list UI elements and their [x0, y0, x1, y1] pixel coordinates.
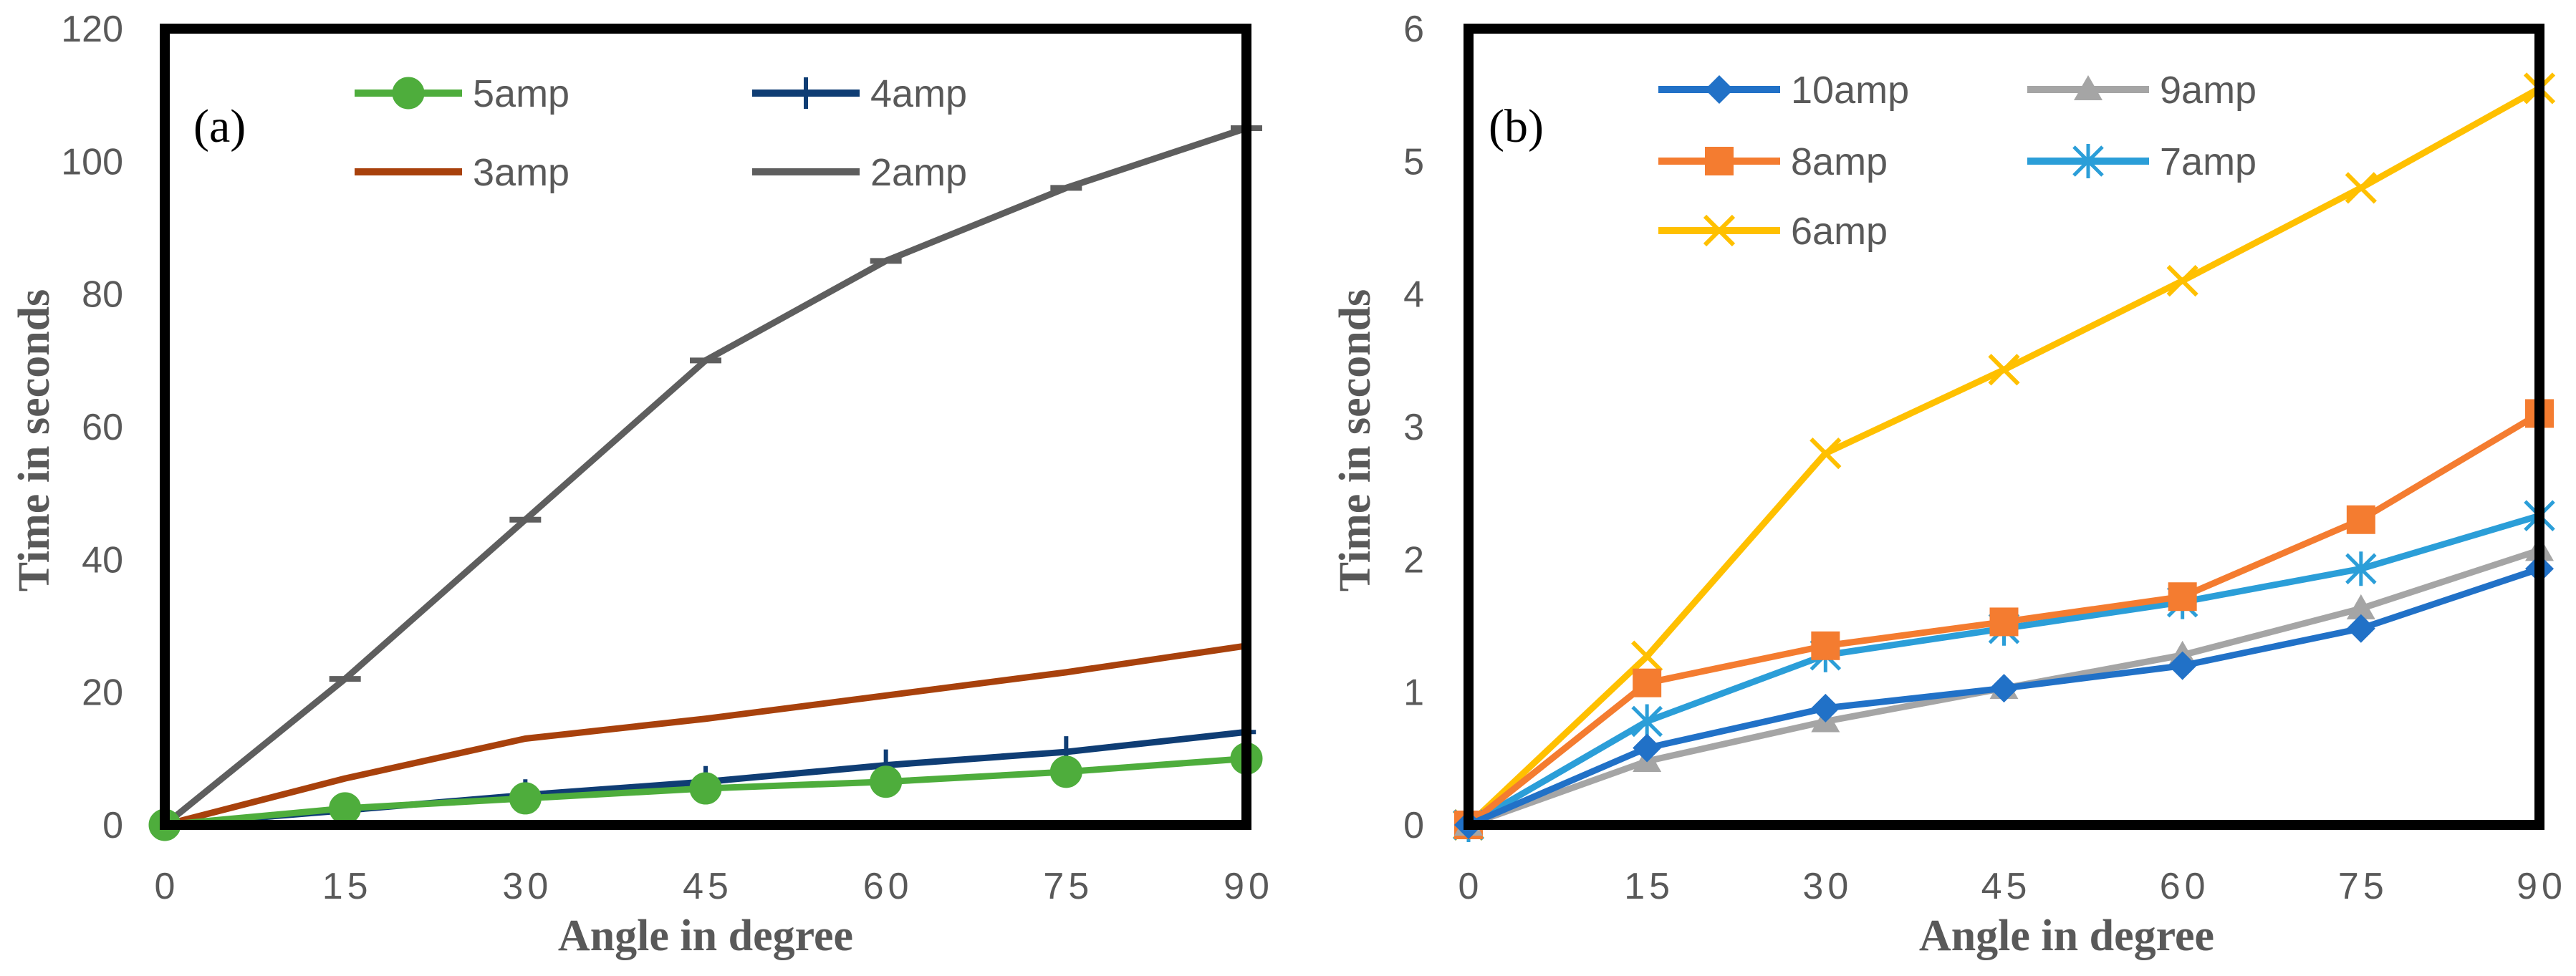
y-tick-label-a: 0 — [102, 805, 123, 846]
plot-frame-b — [1464, 24, 2544, 830]
y-tick-label-b: 6 — [1403, 9, 1424, 50]
data-point-10amp — [2168, 651, 2197, 680]
data-point-8amp — [2168, 582, 2197, 612]
data-point-6amp — [1988, 354, 2020, 386]
y-tick-label-b: 2 — [1403, 539, 1424, 581]
series-3amp — [163, 642, 1247, 828]
x-tick-label-b: 45 — [1981, 866, 2032, 907]
legend-entry-10amp: 10amp — [1658, 69, 1909, 112]
x-tick-labels-b: 0 15 30 45 60 75 90 — [1458, 866, 2567, 907]
x-tick-label-a: 15 — [322, 866, 373, 907]
y-tick-label-a: 120 — [61, 9, 123, 50]
y-tick-label-a: 60 — [82, 407, 123, 448]
data-point-5amp — [329, 792, 362, 825]
legend-entry-6amp: 6amp — [1658, 210, 1888, 253]
data-point-8amp — [1811, 631, 1840, 660]
y-axis-title-b: Time in seconds — [1331, 289, 1380, 592]
data-point-10amp — [1989, 674, 2019, 703]
y-tick-label-b: 5 — [1403, 141, 1424, 183]
x-tick-label-a: 60 — [863, 866, 913, 907]
x-tick-label-a: 30 — [502, 866, 552, 907]
series-10amp — [1454, 554, 2554, 839]
series-layer-b — [1452, 72, 2556, 842]
plot-frame-a — [160, 24, 1251, 830]
legend-label-7amp: 7amp — [2160, 140, 2257, 183]
legend-entry-8amp: 8amp — [1658, 140, 1888, 183]
data-point-6amp — [2345, 172, 2377, 204]
data-point-5amp — [1049, 755, 1082, 788]
y-tick-label-a: 40 — [82, 539, 123, 581]
data-point-5amp — [689, 772, 722, 805]
legend-entry-2amp: 2amp — [752, 151, 967, 194]
x-tick-label-b: 15 — [1624, 866, 1674, 907]
data-point-5amp — [870, 765, 903, 798]
data-point-10amp — [1633, 733, 1662, 763]
x-axis-title-a: Angle in degree — [558, 912, 853, 960]
legend-entry-3amp: 3amp — [355, 151, 569, 194]
y-axis-title-a: Time in seconds — [10, 289, 59, 592]
panel-label-a: (a) — [193, 100, 246, 153]
series-8amp — [1454, 399, 2554, 839]
legend-marker-4amp — [796, 77, 816, 109]
x-tick-labels-a: 0 15 30 45 60 75 90 — [155, 866, 1274, 907]
legend-entry-9amp: 9amp — [2027, 69, 2257, 112]
data-point-8amp — [2346, 505, 2375, 534]
chart-panel-a: Time in seconds Angle in degree 0 15 30 45 6… — [10, 9, 1274, 960]
legend-marker-8amp — [1705, 147, 1734, 175]
series-line-3amp — [163, 642, 1247, 828]
data-point-10amp — [1811, 693, 1840, 723]
data-point-8amp — [1633, 668, 1662, 697]
legend-marker-10amp — [1705, 75, 1734, 104]
legend-marker-5amp — [392, 77, 425, 110]
legend-label-9amp: 9amp — [2160, 69, 2257, 112]
x-tick-label-a: 75 — [1043, 866, 1093, 907]
legend-label-8amp: 8amp — [1791, 140, 1888, 183]
legend-entry-4amp: 4amp — [752, 72, 967, 115]
series-5amp — [148, 742, 1263, 841]
data-point-6amp — [2166, 265, 2198, 297]
legend-label-5amp: 5amp — [473, 72, 569, 115]
legend-label-6amp: 6amp — [1791, 210, 1888, 253]
data-point-10amp — [2346, 614, 2375, 643]
legend-label-10amp: 10amp — [1791, 69, 1909, 112]
data-point-9amp — [2346, 594, 2375, 619]
data-point-7amp — [1631, 704, 1663, 739]
y-tick-label-b: 0 — [1403, 805, 1424, 846]
y-tick-label-a: 100 — [61, 141, 123, 183]
legend-label-4amp: 4amp — [870, 72, 967, 115]
x-tick-label-b: 75 — [2338, 866, 2388, 907]
data-point-6amp — [1810, 437, 1842, 470]
x-tick-label-a: 90 — [1224, 866, 1274, 907]
x-tick-label-b: 60 — [2160, 866, 2210, 907]
panel-label-b: (b) — [1489, 100, 1544, 153]
chart-panel-b: Time in seconds Angle in degree 0 15 30 45 6… — [1331, 9, 2567, 960]
x-tick-label-a: 45 — [683, 866, 733, 907]
legend-entry-5amp: 5amp — [355, 72, 569, 115]
y-tick-label-a: 80 — [82, 274, 123, 316]
y-tick-label-b: 1 — [1403, 672, 1424, 714]
legend-entry-7amp: 7amp — [2027, 140, 2257, 183]
data-point-7amp — [2345, 551, 2377, 586]
x-axis-title-b: Angle in degree — [1919, 912, 2214, 960]
y-tick-label-b: 3 — [1403, 407, 1424, 448]
data-point-6amp — [1631, 640, 1663, 672]
y-tick-labels-a: 0 20 40 60 80 100 120 — [61, 9, 123, 846]
legend-b: 10amp 9amp 8amp 7amp 6amp — [1658, 69, 2257, 253]
x-tick-label-b: 90 — [2517, 866, 2567, 907]
y-tick-label-a: 20 — [82, 672, 123, 714]
data-point-8amp — [1989, 607, 2019, 637]
y-tick-labels-b: 0 1 2 3 4 5 6 — [1403, 9, 1424, 846]
x-tick-label-b: 0 — [1458, 866, 1484, 907]
legend-marker-9amp — [2074, 75, 2102, 100]
legend-a: 5amp 4amp 3amp 2amp — [355, 72, 967, 194]
x-tick-label-b: 30 — [1802, 866, 1852, 907]
data-point-5amp — [509, 782, 542, 815]
x-tick-label-a: 0 — [155, 866, 180, 907]
legend-label-3amp: 3amp — [473, 151, 569, 194]
legend-marker-6amp — [1703, 214, 1736, 247]
legend-label-2amp: 2amp — [870, 151, 967, 194]
y-tick-label-b: 4 — [1403, 274, 1424, 316]
legend-marker-7amp — [2072, 144, 2104, 178]
